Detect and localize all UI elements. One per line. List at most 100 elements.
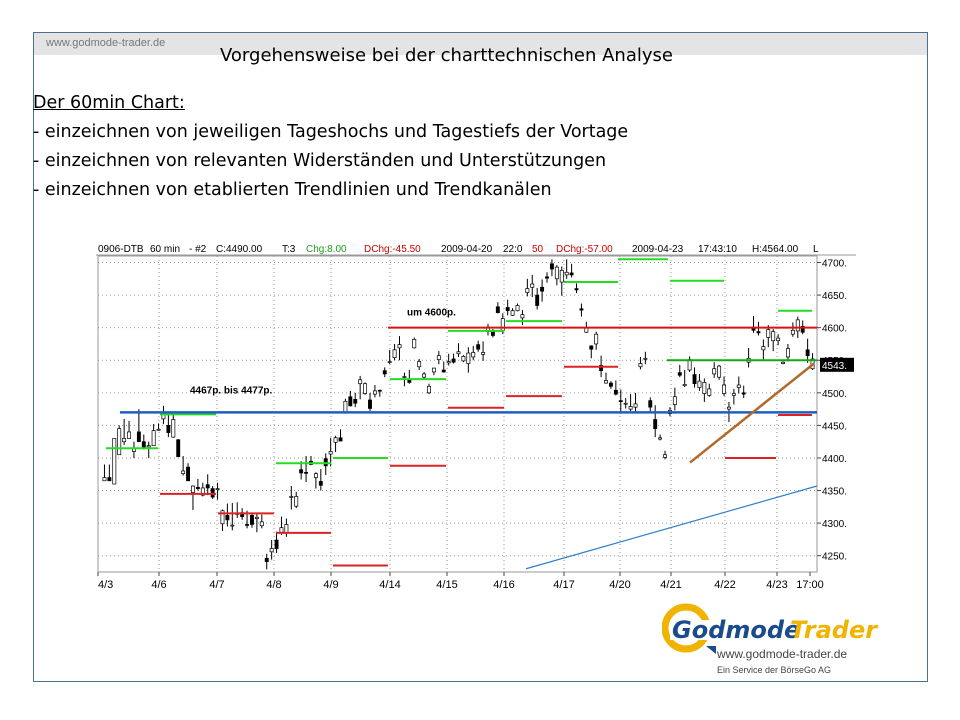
candle [471, 345, 476, 361]
candle [127, 420, 131, 439]
candle [146, 441, 151, 458]
candle [417, 358, 422, 371]
candle-body [441, 369, 446, 373]
trend-channel-line [525, 485, 818, 570]
candle [761, 339, 766, 360]
candle-body [707, 388, 712, 396]
candle-body [205, 484, 210, 489]
candle-body [599, 365, 604, 372]
y-tick-label: 4450. [822, 421, 847, 432]
candle [151, 424, 156, 446]
candle-body [289, 496, 294, 498]
candle [289, 485, 294, 510]
candle-body [589, 345, 594, 350]
annotation-label: um 4600p. [407, 307, 456, 318]
candle [648, 397, 653, 414]
candle-body [422, 373, 427, 378]
candle-body [348, 396, 353, 407]
chart-axes: 4700.4650.4600.4550.4500.4450.4400.4350.… [97, 244, 854, 591]
candle-body [102, 477, 107, 482]
chart-header-text: H:4564.00 [752, 244, 799, 255]
candle [790, 322, 795, 337]
svg-text:Trader: Trader [790, 616, 879, 644]
candle [633, 392, 638, 412]
candle-body [353, 398, 358, 404]
candle [171, 413, 176, 438]
candle-body [358, 379, 363, 385]
candle [545, 272, 549, 283]
candle-body [382, 370, 387, 375]
candle [613, 380, 618, 396]
candle-body [633, 403, 638, 408]
bullet-block: Der 60min Chart: - einzeichnen von jewei… [33, 89, 628, 205]
candle-body [540, 286, 545, 292]
y-tick-label: 4650. [822, 291, 847, 302]
candle-body [790, 329, 795, 335]
x-tick-label: 4/6 [151, 579, 166, 591]
candle-body [117, 428, 122, 456]
bullet-item: - einzeichnen von etablierten Trendlinie… [33, 180, 552, 200]
candle [372, 385, 377, 398]
slide-title: Vorgehensweise bei der charttechnischen … [220, 45, 673, 66]
x-tick-label: 4/7 [209, 579, 224, 591]
candle-body [476, 344, 481, 350]
candle [456, 343, 461, 357]
candle [451, 353, 456, 364]
candle [604, 372, 608, 384]
candle [510, 308, 515, 316]
candle [638, 356, 643, 370]
candle [736, 376, 741, 394]
candle-body [245, 524, 250, 526]
candle-body [466, 352, 471, 364]
candle [215, 482, 220, 500]
candle [776, 334, 781, 346]
candle-body [717, 365, 722, 378]
candle [702, 378, 707, 402]
candle-body [407, 380, 412, 383]
candle [107, 464, 112, 482]
candle [564, 259, 569, 279]
candle [805, 338, 810, 363]
candle-body [107, 477, 112, 482]
candle-body [333, 437, 338, 443]
candle [771, 328, 776, 352]
candle [731, 388, 736, 405]
candle-body [171, 419, 176, 438]
x-tick-label: 4/14 [379, 579, 400, 591]
candle [338, 429, 343, 442]
candle [618, 389, 623, 414]
candle-body [328, 451, 333, 455]
candle-body [594, 333, 599, 345]
y-tick-label: 4400. [822, 454, 847, 465]
candle-body [722, 384, 726, 394]
chart-header-text: 17:43:10 [698, 244, 737, 255]
candle-body [446, 361, 451, 364]
x-tick-label: 4/9 [323, 579, 338, 591]
candle-body [702, 382, 707, 394]
candle [663, 450, 667, 460]
candle-body [574, 288, 579, 291]
candle [786, 343, 790, 362]
x-tick-label: 4/17 [553, 579, 574, 591]
candle-body [559, 269, 564, 283]
candle-body [608, 382, 613, 387]
candle [722, 376, 726, 397]
trendline-up [689, 362, 815, 464]
candle-body [412, 339, 417, 349]
candle-body [786, 348, 790, 358]
y-tick-label: 4600. [822, 324, 847, 335]
candle-body [299, 469, 304, 474]
candle-body [294, 496, 299, 507]
svg-text:Godmode: Godmode [672, 616, 800, 644]
site-url: www.godmode-trader.de [46, 37, 166, 49]
candle [712, 362, 717, 378]
candle-body [638, 363, 643, 368]
candle-body [643, 357, 648, 360]
site-header-bar: www.godmode-trader.de [34, 33, 927, 55]
candle-body [254, 516, 259, 519]
candle-body [771, 331, 776, 342]
candle-body [200, 487, 205, 496]
annotation-label: 4467p. bis 4477p. [190, 386, 272, 397]
candle [348, 390, 353, 407]
candle-body [628, 406, 633, 410]
